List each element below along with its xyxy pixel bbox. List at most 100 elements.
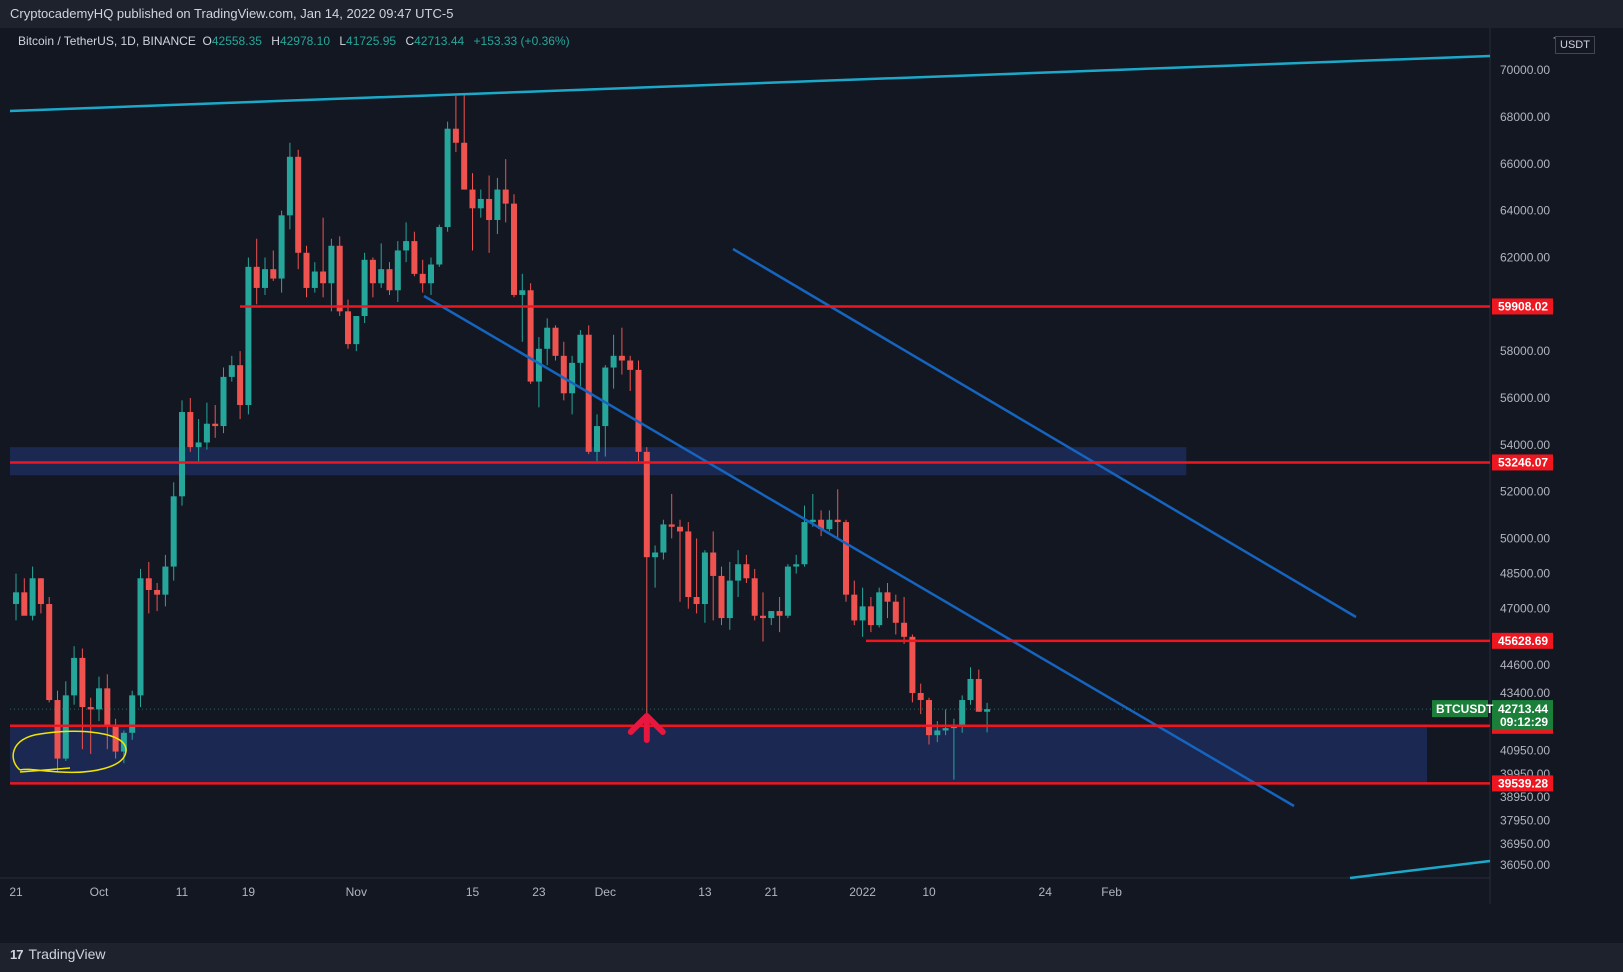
countdown-text: 09:12:29 — [1500, 715, 1548, 729]
candle — [411, 231, 418, 277]
candle-body — [884, 592, 891, 602]
time-tick-label: 21 — [9, 885, 23, 899]
level-badge-bg — [1492, 775, 1553, 792]
candle-body — [934, 730, 941, 736]
candle — [145, 561, 152, 614]
candle — [569, 355, 576, 415]
channel-lower-line[interactable] — [423, 294, 1295, 808]
candle-body — [444, 128, 451, 228]
price-tick-label: 47000.00 — [1500, 602, 1550, 616]
time-axis: 21 Oct 11 19 Nov 15 23 Dec 13 21 2022 10 24 Feb — [9, 885, 1122, 899]
candle-body — [917, 693, 924, 701]
upper-trendline[interactable] — [9, 54, 1491, 113]
candle — [278, 210, 285, 293]
level-price-badge: 53246.07 — [1492, 454, 1553, 471]
candle-body — [901, 622, 908, 637]
candle — [834, 489, 841, 539]
candle — [345, 299, 351, 349]
candle-body — [494, 189, 501, 221]
candlestick-chart[interactable]: 70000.00 68000.00 66000.00 64000.00 62000.00… — [0, 0, 1623, 943]
candle-body — [336, 245, 343, 312]
candle — [627, 355, 634, 391]
high-value: 42978.10 — [279, 34, 330, 48]
candle-body — [975, 678, 982, 712]
candle-body — [627, 360, 634, 370]
candle-body — [411, 241, 418, 274]
price-tick-label: 38950.00 — [1500, 790, 1550, 804]
footer-bar — [0, 943, 1623, 972]
candle — [245, 257, 252, 415]
candle-body — [751, 578, 758, 616]
candle-body — [793, 564, 800, 567]
candle-body — [286, 156, 293, 216]
candle-body — [635, 369, 642, 452]
candle — [917, 683, 924, 715]
candle — [179, 400, 185, 506]
time-tick-label: 15 — [466, 885, 480, 899]
candle — [693, 538, 700, 614]
price-tick-label: 37950.00 — [1500, 814, 1550, 828]
candle-body — [643, 451, 650, 558]
candle-body — [710, 552, 717, 576]
candle — [13, 573, 19, 621]
candle — [652, 545, 659, 588]
price-tick-label: 44600.00 — [1500, 658, 1550, 672]
candle-body — [851, 594, 858, 621]
time-tick-label: 19 — [242, 885, 256, 899]
candle — [843, 519, 849, 602]
drawn-lines — [9, 54, 1491, 880]
time-tick-label: 23 — [532, 885, 546, 899]
candle — [760, 592, 766, 642]
candle — [21, 578, 28, 616]
candle-body — [303, 252, 310, 288]
candle-body — [527, 290, 534, 382]
candle — [353, 316, 360, 352]
candle-body — [270, 269, 277, 279]
candle-body — [452, 128, 459, 143]
candle — [104, 674, 111, 750]
low-label: L — [339, 34, 347, 48]
candle — [776, 597, 783, 633]
candle-body — [311, 271, 318, 288]
candle — [867, 597, 874, 633]
lower-trendline[interactable] — [1349, 859, 1491, 880]
time-tick-label: 11 — [176, 885, 189, 899]
candle — [228, 355, 235, 382]
candle-body — [668, 524, 675, 527]
candle — [369, 257, 376, 298]
price-tick-label: 48500.00 — [1500, 567, 1550, 581]
candle — [477, 189, 484, 218]
time-tick-label: Nov — [346, 885, 367, 899]
candle — [743, 554, 750, 583]
time-tick-label: Dec — [595, 885, 616, 899]
candle-body — [660, 524, 667, 553]
candle-body — [203, 423, 210, 443]
candle — [96, 676, 102, 722]
candle — [544, 318, 551, 366]
candle-body — [577, 334, 584, 363]
chart-area[interactable] — [0, 28, 1623, 943]
ohlc-legend: Bitcoin / TetherUS, 1D, BINANCE O42558.3… — [18, 34, 576, 48]
channel-upper-line[interactable] — [732, 247, 1357, 619]
candle-body — [594, 426, 600, 452]
candle — [585, 325, 592, 455]
candle — [162, 554, 169, 607]
time-tick-label: 10 — [922, 885, 936, 899]
candle-body — [129, 695, 136, 733]
candle-body — [560, 355, 567, 394]
candle-body — [320, 271, 327, 284]
candle — [784, 564, 791, 619]
candle-body — [29, 578, 36, 616]
currency-selector[interactable]: USDT — [1555, 36, 1595, 54]
candle-body — [154, 589, 161, 595]
level-badge-bg — [1492, 632, 1553, 649]
candle-body — [369, 259, 376, 284]
price-tick-label: 58000.00 — [1500, 344, 1550, 358]
candle — [901, 597, 908, 644]
candle-body — [461, 142, 468, 190]
tradingview-brand[interactable]: 17 TradingView — [10, 946, 106, 962]
price-tick-label: 70000.00 — [1500, 63, 1550, 77]
level-price-badge: 59908.02 — [1492, 298, 1553, 315]
high-label: H — [271, 34, 280, 48]
